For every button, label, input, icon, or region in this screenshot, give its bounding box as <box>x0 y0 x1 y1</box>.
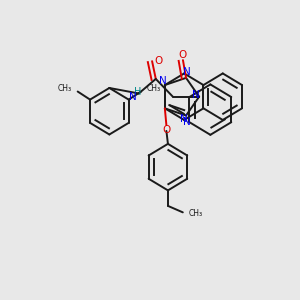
Text: H: H <box>134 87 141 97</box>
Text: CH₃: CH₃ <box>147 84 161 93</box>
Text: N: N <box>129 92 136 102</box>
Text: N: N <box>192 90 200 100</box>
Text: O: O <box>155 56 163 66</box>
Text: N: N <box>180 114 188 124</box>
Text: CH₃: CH₃ <box>189 209 203 218</box>
Text: N: N <box>183 117 190 127</box>
Text: O: O <box>162 124 170 135</box>
Text: N: N <box>159 76 167 86</box>
Text: CH₃: CH₃ <box>58 84 72 93</box>
Text: N: N <box>183 67 190 77</box>
Text: O: O <box>179 50 187 60</box>
